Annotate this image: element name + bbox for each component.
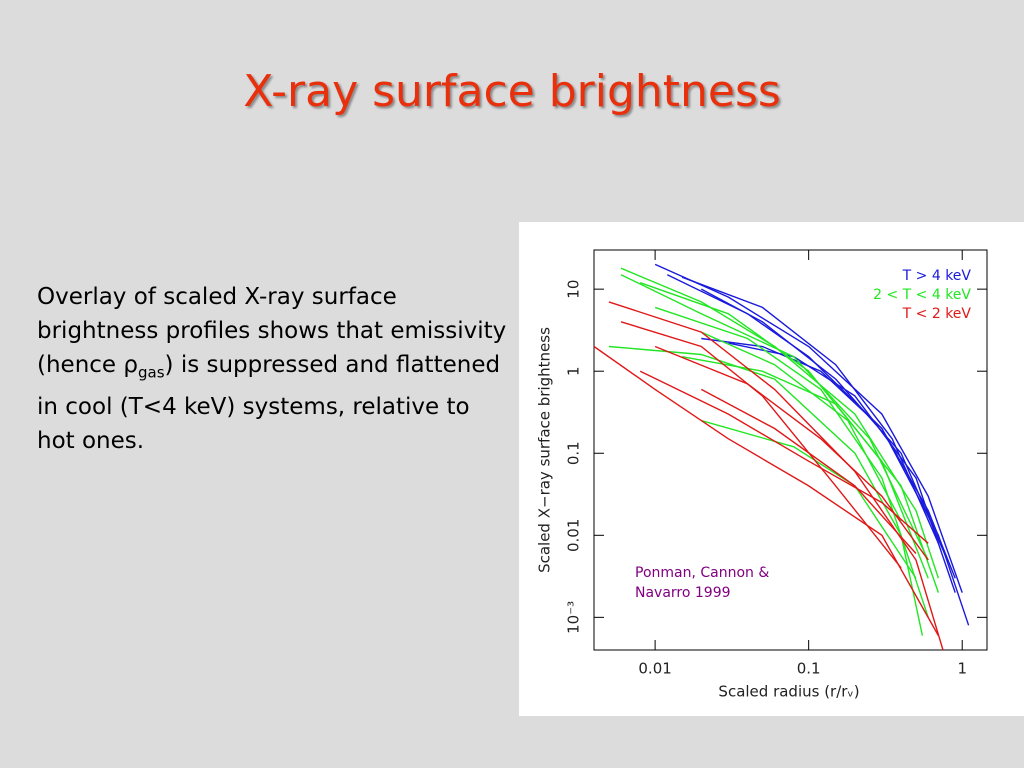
y-tick-label: 10⁻³ — [565, 601, 583, 634]
profile-line — [681, 276, 940, 544]
legend-entry: T > 4 keV — [902, 268, 972, 284]
profile-line — [620, 321, 902, 569]
profile-line — [701, 419, 917, 579]
x-tick-label: 0.01 — [638, 660, 671, 678]
x-axis-label: Scaled radius (r/rᵥ) — [718, 683, 859, 701]
profile-line — [654, 345, 929, 561]
chart-panel: Scaled radius (r/rᵥ) Scaled X−ray surfac… — [519, 222, 1024, 716]
y-tick-label: 0.01 — [565, 519, 583, 552]
profile-line — [681, 356, 940, 593]
profile-line — [701, 331, 902, 522]
profile-line — [608, 345, 924, 636]
y-tick-label: 1 — [565, 366, 583, 376]
profile-line — [700, 388, 917, 554]
x-tick-label: 1 — [957, 660, 967, 678]
y-tick-label: 0.1 — [565, 441, 583, 465]
profile-line — [608, 301, 944, 651]
profile-line — [593, 345, 940, 636]
profile-line — [639, 370, 929, 544]
profile-line — [728, 342, 956, 593]
profile-line — [654, 306, 929, 618]
body-text: Overlay of scaled X-ray surface brightne… — [37, 280, 507, 458]
chart: Scaled radius (r/rᵥ) Scaled X−ray surfac… — [536, 249, 988, 701]
y-axis-label: Scaled X−ray surface brightness — [536, 327, 554, 573]
legend-entry: T < 2 keV — [902, 306, 972, 322]
annotation: Ponman, Cannon & — [635, 565, 769, 581]
profile-line — [620, 267, 940, 579]
y-tick-label: 10 — [565, 280, 583, 299]
rho-symbol: ρ — [123, 352, 138, 378]
annotation: Navarro 1999 — [635, 585, 731, 601]
slide-title: X-ray surface brightness — [243, 66, 781, 117]
profile-line — [639, 282, 929, 579]
profile-line — [654, 263, 963, 593]
legend-entry: 2 < T < 4 keV — [873, 287, 971, 303]
body-text-part: Overlay of scaled X-ray surface brightne… — [37, 284, 507, 378]
body-text-part: ) is suppressed and flattened in cool (T… — [37, 352, 501, 454]
plot-frame — [593, 249, 988, 651]
profile-line — [701, 337, 956, 579]
x-tick-label: 0.1 — [797, 660, 821, 678]
subscript: gas — [138, 363, 165, 382]
